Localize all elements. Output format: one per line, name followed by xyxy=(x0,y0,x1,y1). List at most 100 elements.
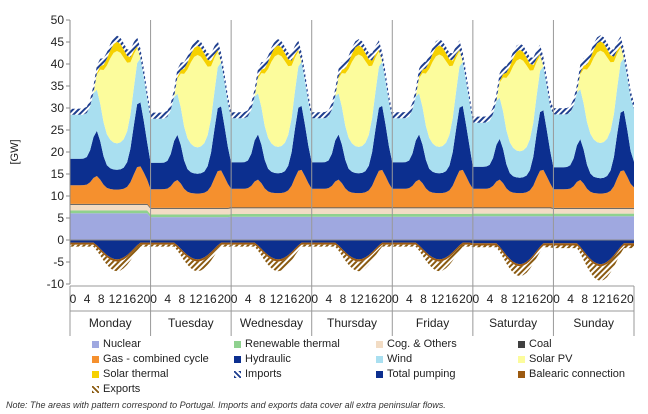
legend-swatch xyxy=(376,370,383,378)
legend-label: Cog. & Others xyxy=(387,338,457,350)
legend-item-total-pumping: Total pumping xyxy=(376,368,456,380)
legend-item-solar-pv: Solar PV xyxy=(518,353,572,365)
hour-tick-label: 8 xyxy=(501,292,508,306)
gas-combined-cycle-area xyxy=(70,166,634,208)
hour-tick-label: 4 xyxy=(245,292,252,306)
hour-tick-label: 20 xyxy=(137,292,151,306)
total-pumping-area xyxy=(70,240,634,265)
legend-swatch xyxy=(234,340,241,348)
hour-tick-label: 16 xyxy=(123,292,137,306)
hour-tick-label: 12 xyxy=(270,292,284,306)
legend-label: Renewable thermal xyxy=(245,338,340,350)
hour-tick-label: 20 xyxy=(540,292,554,306)
nuclear-area xyxy=(70,213,634,240)
y-tick-label: 50 xyxy=(51,13,65,27)
hour-tick-label: 8 xyxy=(340,292,347,306)
legend-swatch xyxy=(92,370,99,378)
coal-area xyxy=(70,203,634,209)
legend-item-solar-thermal: Solar thermal xyxy=(92,368,168,380)
legend-swatch xyxy=(376,355,383,363)
legend-swatch xyxy=(518,340,525,348)
y-tick-label: 0 xyxy=(57,233,64,247)
hour-tick-label: 4 xyxy=(325,292,332,306)
legend-label: Balearic connection xyxy=(529,368,626,380)
chart-note: Note: The areas with pattern correspond … xyxy=(6,400,446,410)
day-label-tuesday: Tuesday xyxy=(168,316,214,330)
legend-label: Exports xyxy=(103,383,141,395)
y-tick-label: 10 xyxy=(51,189,65,203)
legend-item-balearic-connection: Balearic connection xyxy=(518,368,625,380)
hour-tick-label: 8 xyxy=(98,292,105,306)
legend-item-coal: Coal xyxy=(518,338,552,350)
legend-swatch xyxy=(92,355,99,363)
cog-others-area xyxy=(70,204,634,215)
y-tick-label: 20 xyxy=(51,145,65,159)
hour-tick-label: 0 xyxy=(311,292,318,306)
hour-tick-label: 0 xyxy=(70,292,77,306)
day-label-wednesday: Wednesday xyxy=(240,316,303,330)
hour-tick-label: 4 xyxy=(84,292,91,306)
legend-label: Total pumping xyxy=(387,368,456,380)
y-tick-label: 35 xyxy=(51,79,65,93)
legend-label: Nuclear xyxy=(103,338,141,350)
hour-tick-label: 4 xyxy=(164,292,171,306)
hour-tick-label: 0 xyxy=(392,292,399,306)
legend-item-renewable-thermal: Renewable thermal xyxy=(234,338,340,350)
hour-tick-label: 12 xyxy=(350,292,364,306)
legend-item-gas-combined-cycle: Gas - combined cycle xyxy=(92,353,209,365)
imports-area xyxy=(70,35,634,123)
hour-tick-label: 20 xyxy=(379,292,393,306)
hour-tick-label: 4 xyxy=(406,292,413,306)
y-tick-label: -5 xyxy=(53,255,64,269)
day-label-saturday: Saturday xyxy=(489,316,537,330)
solar-pv-area xyxy=(70,47,634,152)
hour-tick-label: 16 xyxy=(364,292,378,306)
legend-swatch xyxy=(234,370,241,378)
hour-tick-label: 20 xyxy=(620,292,634,306)
legend-item-nuclear: Nuclear xyxy=(92,338,141,350)
y-tick-label: 30 xyxy=(51,101,65,115)
hour-tick-label: 16 xyxy=(445,292,459,306)
hydraulic-area xyxy=(70,102,634,194)
hour-tick-label: 0 xyxy=(231,292,238,306)
hour-tick-label: 8 xyxy=(178,292,185,306)
legend-label: Imports xyxy=(245,368,282,380)
hour-tick-label: 8 xyxy=(581,292,588,306)
hour-tick-label: 8 xyxy=(420,292,427,306)
hour-tick-label: 20 xyxy=(217,292,231,306)
legend-item-cog-others: Cog. & Others xyxy=(376,338,457,350)
hour-tick-label: 12 xyxy=(431,292,445,306)
solar-thermal-area xyxy=(70,41,634,123)
hour-tick-label: 12 xyxy=(109,292,123,306)
legend-item-wind: Wind xyxy=(376,353,412,365)
y-tick-label: 45 xyxy=(51,35,65,49)
legend-swatch xyxy=(92,340,99,348)
legend-label: Solar PV xyxy=(529,353,573,365)
y-tick-label: 40 xyxy=(51,57,65,71)
hour-tick-label: 20 xyxy=(298,292,312,306)
legend-item-exports: Exports xyxy=(92,383,140,395)
legend-label: Hydraulic xyxy=(245,353,291,365)
hour-tick-label: 12 xyxy=(512,292,526,306)
legend-swatch xyxy=(92,385,99,393)
hour-tick-label: 16 xyxy=(526,292,540,306)
y-tick-label: 15 xyxy=(51,167,65,181)
hour-tick-label: 0 xyxy=(553,292,560,306)
hour-tick-label: 16 xyxy=(203,292,217,306)
legend-item-hydraulic: Hydraulic xyxy=(234,353,291,365)
y-tick-label: 5 xyxy=(57,211,64,225)
hour-tick-label: 20 xyxy=(459,292,473,306)
y-axis-label: [GW] xyxy=(9,139,21,164)
legend-item-imports: Imports xyxy=(234,368,282,380)
legend-swatch xyxy=(376,340,383,348)
hour-tick-label: 12 xyxy=(592,292,606,306)
day-label-friday: Friday xyxy=(416,316,449,330)
renewable-thermal-area xyxy=(70,210,634,218)
legend-label: Solar thermal xyxy=(103,368,169,380)
legend-swatch xyxy=(234,355,241,363)
hour-tick-label: 8 xyxy=(259,292,266,306)
legend-label: Wind xyxy=(387,353,413,365)
y-tick-label: -10 xyxy=(47,277,65,291)
